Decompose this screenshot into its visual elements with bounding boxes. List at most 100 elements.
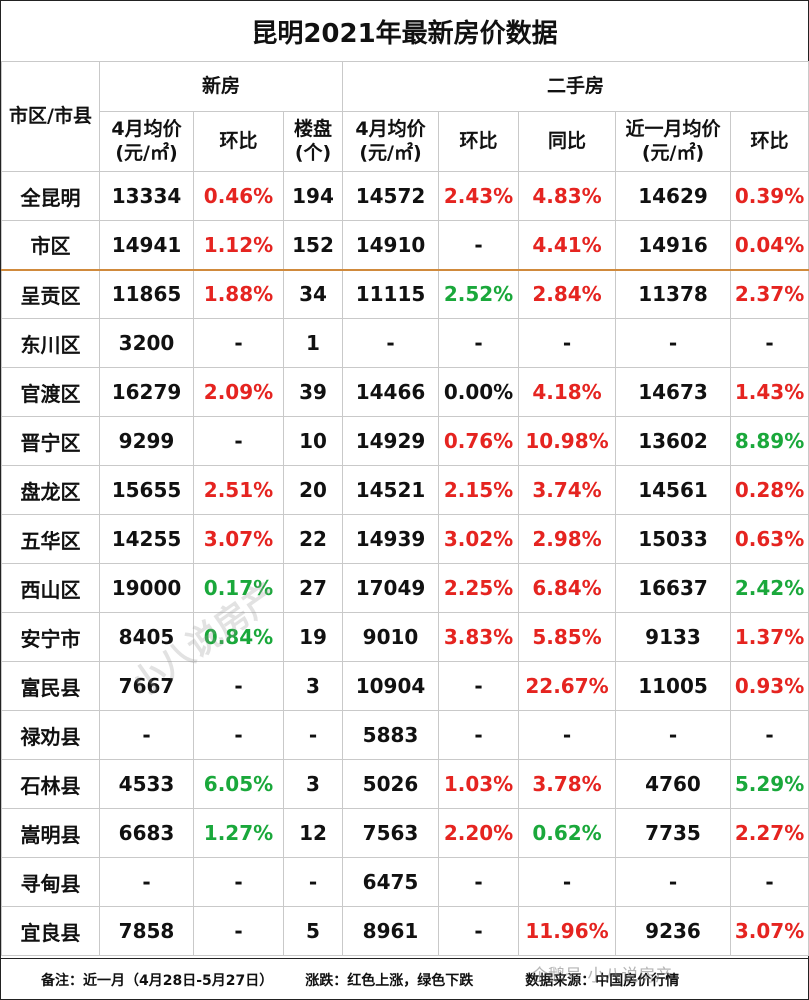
- month-mom-cell: 2.37%: [730, 269, 809, 319]
- new-price-cell: 8405: [99, 612, 194, 662]
- new-mom-cell: -: [193, 661, 284, 711]
- header-new-projects: 楼盘(个): [282, 111, 344, 172]
- new-mom-cell: 1.88%: [193, 269, 284, 319]
- sh-mom-cell: 2.25%: [438, 563, 520, 613]
- sh-mom-cell: 1.03%: [438, 759, 520, 809]
- region-cell: 官渡区: [1, 367, 100, 417]
- new-price-cell: 14255: [99, 514, 194, 564]
- table-row: 盘龙区 15655 2.51% 20 14521 2.15% 3.74% 14561 0.28%: [1, 465, 809, 515]
- footer-legend: 涨跌：红色上涨，绿色下跌: [305, 972, 474, 989]
- month-price-cell: 14916: [615, 220, 732, 271]
- projects-cell: 5: [282, 906, 344, 956]
- sh-yoy-cell: 0.62%: [518, 808, 617, 858]
- projects-cell: 27: [282, 563, 344, 613]
- sh-yoy-cell: 11.96%: [518, 906, 617, 956]
- month-price-cell: -: [615, 710, 732, 760]
- table-row: 嵩明县 6683 1.27% 12 7563 2.20% 0.62% 7735 2.27%: [1, 808, 809, 858]
- sh-mom-cell: 3.83%: [438, 612, 520, 662]
- projects-cell: 12: [282, 808, 344, 858]
- sh-mom-cell: 2.20%: [438, 808, 520, 858]
- new-price-cell: 19000: [99, 563, 194, 613]
- header-sh-yoy: 同比: [518, 111, 617, 172]
- new-price-cell: -: [99, 710, 194, 760]
- month-price-cell: 14673: [615, 367, 732, 417]
- month-mom-cell: 3.07%: [730, 906, 809, 956]
- region-cell: 石林县: [1, 759, 100, 809]
- table-row: 禄劝县 - - -5883- - - -: [1, 710, 809, 760]
- header-region: 市区/市县: [1, 61, 100, 172]
- sh-price-cell: 14466: [342, 367, 440, 417]
- table-row: 晋宁区 9299-10 14929 0.76% 10.98% 13602 8.89%: [1, 416, 809, 466]
- region-cell: 晋宁区: [1, 416, 100, 466]
- month-mom-cell: 0.39%: [730, 171, 809, 221]
- new-price-cell: 4533: [99, 759, 194, 809]
- sh-yoy-cell: 10.98%: [518, 416, 617, 466]
- month-mom-cell: 1.43%: [730, 367, 809, 417]
- table-row: 石林县 4533 6.05% 3 5026 1.03% 3.78% 4760 5.29%: [1, 759, 809, 809]
- month-price-cell: 14561: [615, 465, 732, 515]
- sh-price-cell: 9010: [342, 612, 440, 662]
- region-cell: 盘龙区: [1, 465, 100, 515]
- projects-cell: 39: [282, 367, 344, 417]
- sh-price-cell: 14572: [342, 171, 440, 221]
- sh-price-cell: 14939: [342, 514, 440, 564]
- sh-price-cell: 14521: [342, 465, 440, 515]
- footer-source: 数据来源：中国房价行情: [525, 972, 680, 989]
- sh-yoy-cell: 2.98%: [518, 514, 617, 564]
- month-mom-cell: 5.29%: [730, 759, 809, 809]
- sh-yoy-cell: 4.18%: [518, 367, 617, 417]
- month-price-cell: -: [615, 857, 732, 907]
- header-new-house: 新房: [98, 61, 344, 112]
- month-mom-cell: -: [730, 857, 809, 907]
- sh-price-cell: 6475: [342, 857, 440, 907]
- month-mom-cell: 0.04%: [730, 220, 809, 271]
- projects-cell: 194: [282, 171, 344, 221]
- new-price-cell: 14941: [99, 220, 194, 271]
- sh-mom-cell: -: [438, 318, 520, 368]
- projects-cell: 1: [282, 318, 344, 368]
- new-mom-cell: 0.84%: [193, 612, 284, 662]
- new-price-cell: 7858: [99, 906, 194, 956]
- projects-cell: 3: [282, 759, 344, 809]
- sh-price-cell: 17049: [342, 563, 440, 613]
- sh-price-cell: 5883: [342, 710, 440, 760]
- month-price-cell: 4760: [615, 759, 732, 809]
- sh-price-cell: -: [342, 318, 440, 368]
- projects-cell: 152: [282, 220, 344, 271]
- sh-mom-cell: 2.52%: [438, 269, 520, 319]
- header-new-price: 4月均价(元/㎡): [99, 111, 194, 172]
- sh-mom-cell: 2.15%: [438, 465, 520, 515]
- new-price-cell: 13334: [99, 171, 194, 221]
- projects-cell: -: [282, 710, 344, 760]
- month-price-cell: 11005: [615, 661, 732, 711]
- header-new-mom: 环比: [193, 111, 284, 172]
- month-price-cell: 13602: [615, 416, 732, 466]
- region-cell: 安宁市: [1, 612, 100, 662]
- sh-yoy-cell: 22.67%: [518, 661, 617, 711]
- new-price-cell: 9299: [99, 416, 194, 466]
- region-cell: 五华区: [1, 514, 100, 564]
- projects-cell: 10: [282, 416, 344, 466]
- projects-cell: 22: [282, 514, 344, 564]
- sh-yoy-cell: 6.84%: [518, 563, 617, 613]
- month-mom-cell: 0.63%: [730, 514, 809, 564]
- month-mom-cell: 2.27%: [730, 808, 809, 858]
- sh-yoy-cell: 4.83%: [518, 171, 617, 221]
- sh-mom-cell: -: [438, 661, 520, 711]
- sh-mom-cell: 0.76%: [438, 416, 520, 466]
- projects-cell: 20: [282, 465, 344, 515]
- header-month-price: 近一月均价(元/㎡): [615, 111, 732, 172]
- sh-yoy-cell: -: [518, 710, 617, 760]
- region-cell: 富民县: [1, 661, 100, 711]
- region-cell: 东川区: [1, 318, 100, 368]
- table-row: 西山区 19000 0.17% 27 17049 2.25% 6.84% 16637 2.42%: [1, 563, 809, 613]
- region-cell: 嵩明县: [1, 808, 100, 858]
- sh-price-cell: 14929: [342, 416, 440, 466]
- page-title: 昆明2021年最新房价数据: [1, 1, 808, 62]
- sh-price-cell: 14910: [342, 220, 440, 271]
- table-row: 东川区 3200-1- - - - -: [1, 318, 809, 368]
- new-mom-cell: 1.12%: [193, 220, 284, 271]
- sh-price-cell: 7563: [342, 808, 440, 858]
- table-row: 全昆明 13334 0.46% 194 14572 2.43% 4.83% 14629 0.39…: [1, 171, 809, 221]
